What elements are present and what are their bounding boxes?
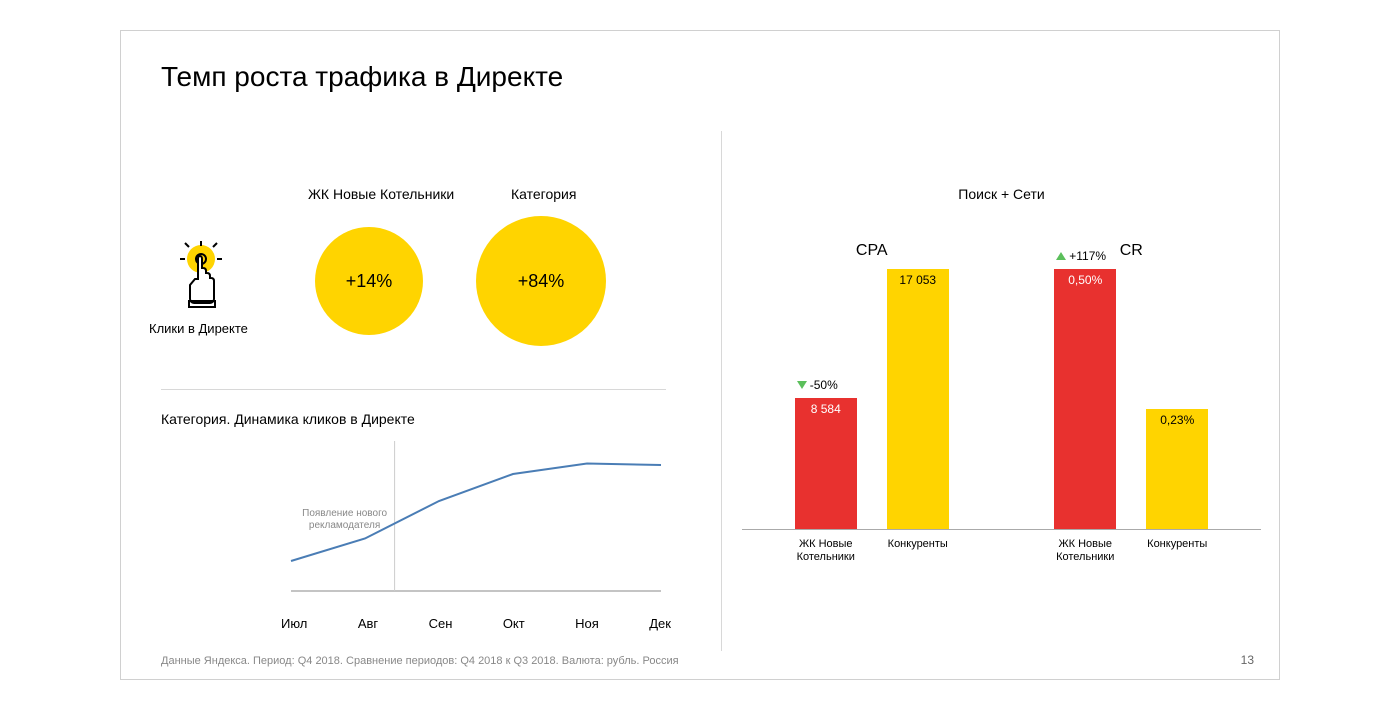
delta-label: +117%: [1056, 249, 1106, 263]
metric-title: CPA: [742, 242, 1002, 260]
metric-cr: CR+117%0,50%0,23%ЖК НовыеКотельникиКонку…: [1002, 242, 1262, 642]
line-x-label: Июл: [281, 616, 307, 631]
line-chart: Появление нового рекламодателя Июл Авг Сен…: [281, 431, 671, 631]
bar-value: 17 053: [887, 269, 949, 287]
slide-title: Темп роста трафика в Директе: [161, 61, 563, 93]
page-number: 13: [1241, 653, 1254, 667]
line-x-label: Ноя: [575, 616, 599, 631]
metrics-row: CPA-50%8 58417 053ЖК НовыеКотельникиКонк…: [742, 242, 1261, 642]
left-panel: ЖК Новые Котельники Категория Клики в Ди…: [161, 131, 701, 651]
bar-value: 8 584: [795, 398, 857, 416]
right-header: Поиск + Сети: [742, 186, 1261, 202]
bar-wrap: -50%8 584: [795, 398, 857, 529]
footnote: Данные Яндекса. Период: Q4 2018. Сравнен…: [161, 655, 679, 667]
circle-label-0: ЖК Новые Котельники: [308, 186, 454, 202]
bar-x-labels: ЖК НовыеКотельники Конкуренты: [742, 538, 1002, 564]
line-x-label: Сен: [429, 616, 453, 631]
line-chart-x-labels: Июл Авг Сен Окт Ноя Дек: [281, 616, 671, 631]
bar: 8 584: [795, 398, 857, 529]
bar-x-label: ЖК НовыеКотельники: [1054, 538, 1116, 564]
bar-group: -50%8 58417 053: [742, 270, 1002, 530]
arrow-down-icon: [797, 381, 807, 389]
slide: Темп роста трафика в Директе ЖК Новые Ко…: [120, 30, 1280, 680]
bar-value: 0,50%: [1054, 269, 1116, 287]
left-divider: [161, 389, 666, 390]
delta-text: +117%: [1069, 249, 1106, 263]
circle-label-1: Категория: [511, 186, 576, 202]
bar-x-label: Конкуренты: [887, 538, 949, 564]
right-panel: Поиск + Сети CPA-50%8 58417 053ЖК НовыеК…: [721, 131, 1261, 651]
delta-label: -50%: [797, 378, 838, 392]
bar-wrap: 17 053: [887, 269, 949, 529]
growth-circle-1: +84%: [476, 216, 606, 346]
click-hand-icon: [171, 241, 231, 311]
bar-x-label: Конкуренты: [1146, 538, 1208, 564]
growth-circle-0-value: +14%: [346, 271, 393, 292]
bar: 17 053: [887, 269, 949, 529]
arrow-up-icon: [1056, 252, 1066, 260]
bar-wrap: 0,23%: [1146, 409, 1208, 529]
bar: 0,50%: [1054, 269, 1116, 529]
bar-value: 0,23%: [1146, 409, 1208, 427]
bar: 0,23%: [1146, 409, 1208, 529]
metric-title: CR: [1002, 242, 1262, 260]
growth-circle-0: +14%: [315, 227, 423, 335]
line-x-label: Дек: [649, 616, 671, 631]
growth-circle-1-value: +84%: [518, 271, 565, 292]
line-chart-annotation: Появление нового рекламодателя: [300, 508, 390, 532]
bar-x-label: ЖК НовыеКотельники: [795, 538, 857, 564]
line-x-label: Окт: [503, 616, 525, 631]
bar-group: +117%0,50% 0,23%: [1002, 270, 1262, 530]
bar-wrap: +117%0,50%: [1054, 269, 1116, 529]
line-x-label: Авг: [358, 616, 378, 631]
click-label: Клики в Директе: [149, 321, 269, 336]
line-chart-title: Категория. Динамика кликов в Директе: [161, 411, 415, 427]
bar-x-labels: ЖК НовыеКотельники Конкуренты: [1002, 538, 1262, 564]
metric-cpa: CPA-50%8 58417 053ЖК НовыеКотельникиКонк…: [742, 242, 1002, 642]
delta-text: -50%: [810, 378, 838, 392]
